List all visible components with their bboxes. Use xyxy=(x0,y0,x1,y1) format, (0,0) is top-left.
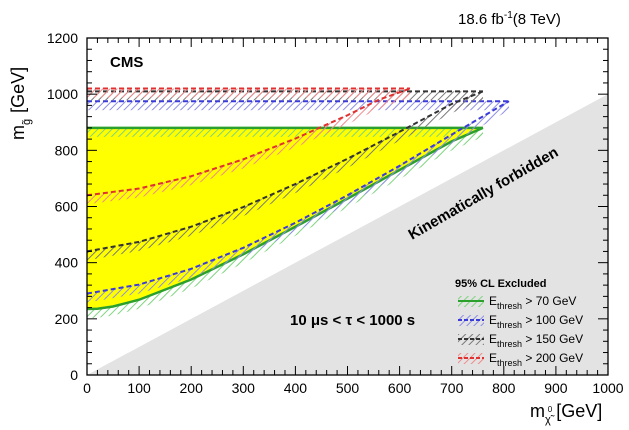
y-axis-title: mg̃[GeV] xyxy=(8,67,33,140)
y-tick-label: 200 xyxy=(55,311,79,327)
legend-label: Ethresh > 70 GeV xyxy=(489,294,576,311)
y-tick-label: 1000 xyxy=(47,86,78,102)
exclusion-contour xyxy=(87,100,510,295)
y-tick-label: 1200 xyxy=(47,30,78,46)
upper-hatch-band xyxy=(87,101,510,111)
x-tick-label: 200 xyxy=(180,380,204,396)
legend: 95% CL Excluded Ethresh > 70 GeV Ethresh … xyxy=(455,278,583,368)
x-tick-label: 900 xyxy=(544,380,568,396)
x-tick-label: 1000 xyxy=(592,380,623,396)
x-tick-label: 800 xyxy=(492,380,516,396)
x-tick-label: 700 xyxy=(440,380,464,396)
x-tick-label: 0 xyxy=(83,380,91,396)
legend-label: Ethresh > 200 GeV xyxy=(489,351,583,368)
x-tick-label: 100 xyxy=(127,380,151,396)
x-tick-label: 500 xyxy=(336,380,360,396)
x-tick-label: 600 xyxy=(388,380,412,396)
legend-label: Ethresh > 100 GeV xyxy=(489,313,583,330)
x-tick-label: 400 xyxy=(284,380,308,396)
y-tick-label: 600 xyxy=(55,199,79,215)
exclusion-contour xyxy=(87,90,484,253)
exclusion-contour xyxy=(87,87,411,197)
y-tick-label: 0 xyxy=(70,367,78,383)
upper-hatch-band xyxy=(87,127,483,137)
excluded-region-fill xyxy=(87,127,483,310)
lifetime-annotation: 10 μs < τ < 1000 s xyxy=(290,312,415,329)
legend-title: 95% CL Excluded xyxy=(455,278,547,290)
contour-hatch-band xyxy=(87,88,411,205)
x-tick-label: 300 xyxy=(232,380,256,396)
legend-label: Ethresh > 150 GeV xyxy=(489,332,583,349)
upper-hatch-band xyxy=(87,88,411,98)
luminosity-label: 18.6 fb-1(8 TeV) xyxy=(458,10,561,28)
axes: 0 100 200 300 400 500 600 700 800 900 1000 0 200 400 6… xyxy=(47,30,624,396)
experiment-label: CMS xyxy=(110,54,143,71)
x-axis-title: mχ̃0 [GeV] xyxy=(530,401,602,426)
y-tick-label: 800 xyxy=(55,142,79,158)
y-tick-label: 400 xyxy=(55,255,79,271)
